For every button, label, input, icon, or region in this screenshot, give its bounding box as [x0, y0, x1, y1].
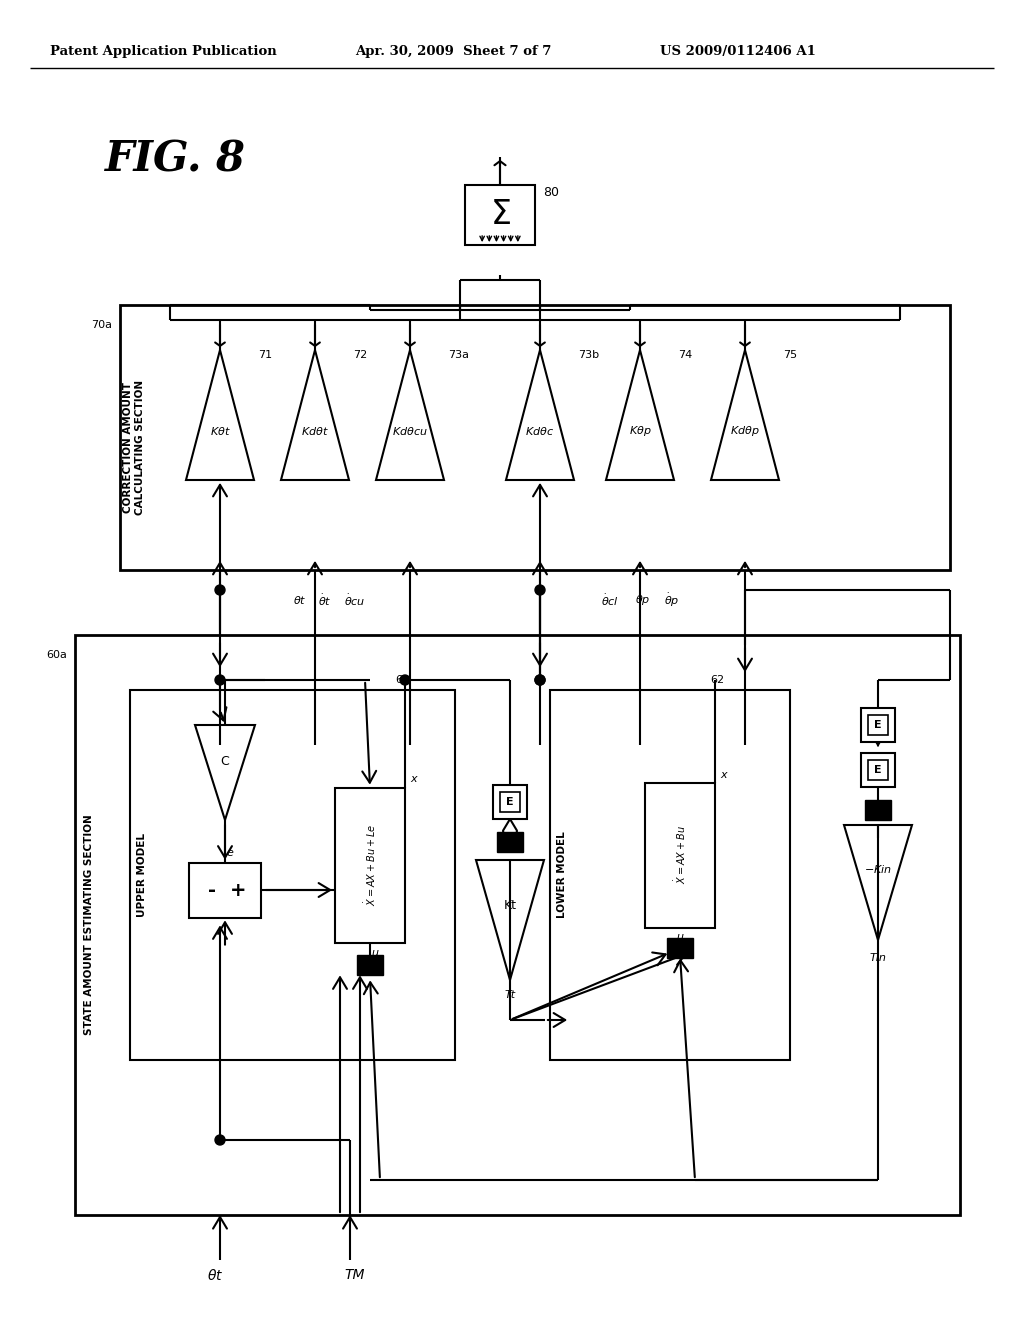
Bar: [861, 708, 895, 742]
Text: e: e: [226, 847, 233, 858]
Text: $\dot{\theta}t$: $\dot{\theta}t$: [318, 593, 332, 607]
Text: $\theta t$: $\theta t$: [293, 594, 307, 606]
Text: $Kd\theta p$: $Kd\theta p$: [730, 424, 760, 438]
Text: $\Sigma$: $\Sigma$: [489, 198, 510, 231]
Text: $Kd\theta t$: $Kd\theta t$: [301, 425, 329, 437]
Bar: [500, 792, 520, 812]
Polygon shape: [186, 350, 254, 480]
Text: E: E: [874, 719, 882, 730]
Circle shape: [535, 675, 545, 685]
Circle shape: [535, 585, 545, 595]
Text: 72: 72: [353, 350, 368, 360]
Text: $Kd\theta cu$: $Kd\theta cu$: [392, 425, 428, 437]
Bar: [465, 185, 535, 246]
Polygon shape: [376, 350, 444, 480]
Bar: [497, 832, 523, 851]
Text: 73b: 73b: [578, 350, 599, 360]
Bar: [550, 690, 790, 1060]
Text: 80: 80: [543, 186, 559, 199]
Text: -: -: [208, 880, 216, 899]
Text: TM: TM: [345, 1269, 366, 1282]
Text: CORRECTION AMOUNT
CALCULATING SECTION: CORRECTION AMOUNT CALCULATING SECTION: [123, 380, 144, 515]
Text: Tin: Tin: [869, 953, 887, 964]
Text: 73a: 73a: [449, 350, 469, 360]
Text: 62: 62: [710, 675, 724, 685]
Circle shape: [215, 1135, 225, 1144]
Text: UPPER MODEL: UPPER MODEL: [137, 833, 147, 917]
Text: 70a: 70a: [91, 319, 112, 330]
Text: STATE AMOUNT ESTIMATING SECTION: STATE AMOUNT ESTIMATING SECTION: [84, 814, 94, 1035]
Polygon shape: [281, 350, 349, 480]
Text: $\dot{X}=AX+Bu$: $\dot{X}=AX+Bu$: [673, 825, 687, 884]
Bar: [493, 785, 527, 818]
Bar: [120, 305, 950, 570]
Circle shape: [215, 675, 225, 685]
Text: $Kd\theta c$: $Kd\theta c$: [525, 425, 555, 437]
Bar: [189, 862, 261, 917]
Text: Apr. 30, 2009  Sheet 7 of 7: Apr. 30, 2009 Sheet 7 of 7: [355, 45, 551, 58]
Text: FIG. 8: FIG. 8: [105, 139, 246, 181]
Circle shape: [535, 675, 545, 685]
Bar: [867, 715, 888, 735]
Text: $\dot{\theta}p$: $\dot{\theta}p$: [665, 591, 680, 609]
Text: 74: 74: [678, 350, 692, 360]
Text: $\theta t$: $\theta t$: [207, 1267, 223, 1283]
Bar: [645, 783, 715, 928]
Bar: [75, 635, 961, 1214]
Bar: [357, 954, 383, 974]
Bar: [667, 937, 693, 957]
Circle shape: [215, 585, 225, 595]
Text: u: u: [372, 948, 379, 957]
Text: E: E: [874, 766, 882, 775]
Text: 60a: 60a: [46, 649, 67, 660]
Text: 71: 71: [258, 350, 272, 360]
Text: LOWER MODEL: LOWER MODEL: [557, 832, 567, 919]
Text: 61: 61: [395, 675, 409, 685]
Text: $\dot{\theta}cu$: $\dot{\theta}cu$: [344, 593, 366, 607]
Polygon shape: [195, 725, 255, 820]
Text: x: x: [410, 775, 417, 784]
Bar: [130, 690, 455, 1060]
Bar: [335, 788, 406, 942]
Text: $\dot{X}=AX+Bu+Le$: $\dot{X}=AX+Bu+Le$: [362, 824, 378, 906]
Text: +: +: [229, 880, 246, 899]
Text: Kt: Kt: [504, 899, 516, 912]
Text: u: u: [677, 932, 683, 942]
Bar: [865, 800, 891, 820]
Text: Patent Application Publication: Patent Application Publication: [50, 45, 276, 58]
Text: US 2009/0112406 A1: US 2009/0112406 A1: [660, 45, 816, 58]
Text: $\dot{\theta}cl$: $\dot{\theta}cl$: [601, 593, 618, 607]
Bar: [867, 760, 888, 780]
Text: C: C: [220, 755, 229, 768]
Bar: [861, 752, 895, 787]
Text: E: E: [506, 797, 514, 807]
Polygon shape: [506, 350, 574, 480]
Text: $-Kin$: $-Kin$: [864, 863, 892, 875]
Text: $K\theta p$: $K\theta p$: [629, 424, 651, 438]
Text: 75: 75: [783, 350, 797, 360]
Text: $K\theta t$: $K\theta t$: [210, 425, 230, 437]
Circle shape: [400, 675, 410, 685]
Text: x: x: [720, 770, 727, 780]
Text: $\theta p$: $\theta p$: [635, 593, 650, 607]
Polygon shape: [606, 350, 674, 480]
Polygon shape: [844, 825, 912, 940]
Polygon shape: [476, 861, 544, 979]
Text: Tt: Tt: [505, 990, 515, 1001]
Polygon shape: [711, 350, 779, 480]
